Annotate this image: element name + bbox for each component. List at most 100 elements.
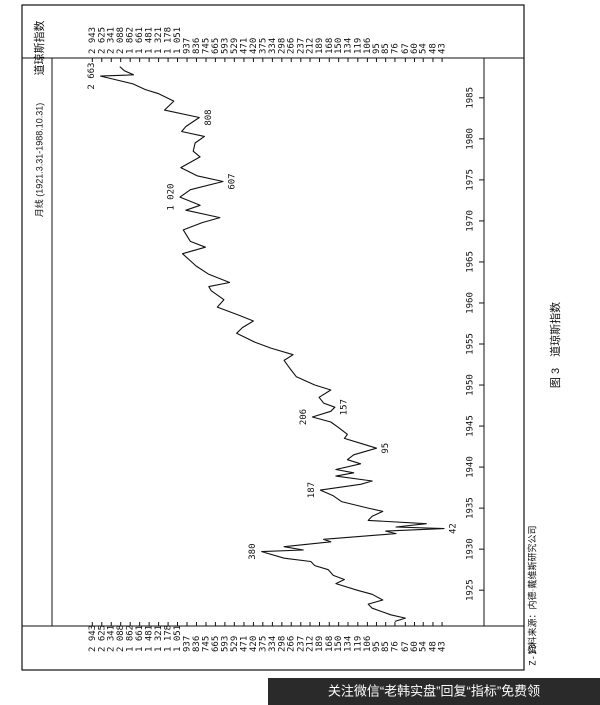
y-tick-label: 76 (390, 43, 400, 54)
y-tick-label: 2 625 (97, 625, 107, 652)
y-tick-label: 375 (258, 636, 268, 652)
y-tick-label: 593 (220, 38, 230, 54)
y-tick-label: 43 (438, 43, 448, 54)
y-tick-label: 60 (410, 641, 420, 652)
y-tick-label: 1 481 (145, 625, 155, 652)
y-tick-label: 375 (258, 38, 268, 54)
y-tick-label: 665 (211, 38, 221, 54)
y-tick-label: 266 (287, 38, 297, 54)
y-tick-label: 266 (287, 636, 297, 652)
y-tick-label: 237 (296, 38, 306, 54)
y-tick-label: 119 (353, 636, 363, 652)
y-tick-label: 134 (343, 636, 353, 652)
y-tick-label: 150 (334, 636, 344, 652)
y-tick-label: 1 178 (164, 625, 174, 652)
y-tick-label: 2 341 (107, 625, 117, 652)
x-tick-label: 1935 (466, 497, 476, 519)
y-tick-label: 2 943 (88, 27, 98, 54)
y-tick-label: 745 (202, 38, 212, 54)
y-tick-label: 1 051 (173, 27, 183, 54)
y-tick-label: 1 862 (126, 27, 136, 54)
y-tick-label: 85 (381, 43, 391, 54)
source-note: 资料来源：内德·戴维斯研究公司 (526, 526, 537, 655)
y-tick-label: 1 178 (164, 27, 174, 54)
x-tick-label: 1950 (466, 374, 476, 396)
x-tick-label: 1985 (466, 87, 476, 109)
x-tick-label: 1965 (466, 251, 476, 273)
y-tick-label: 60 (410, 43, 420, 54)
y-tick-label: 106 (363, 636, 373, 652)
y-tick-label: 836 (192, 636, 202, 652)
y-tick-label: 420 (249, 38, 259, 54)
y-tick-label: 334 (268, 38, 278, 54)
watermark: 关注微信“老韩实盘”回复“指标”免费领 (328, 683, 540, 698)
y-tick-label: 471 (239, 636, 249, 652)
annotation: 607 (227, 173, 237, 189)
y-tick-label: 54 (419, 641, 429, 652)
y-tick-label: 168 (325, 38, 335, 54)
y-tick-label: 2 943 (88, 625, 98, 652)
y-tick-label: 189 (315, 38, 325, 54)
annotation: 2 663 (87, 63, 97, 90)
y-tick-label: 134 (343, 38, 353, 54)
y-tick-label: 48 (428, 43, 438, 54)
y-tick-label: 150 (334, 38, 344, 54)
y-tick-label: 1 661 (135, 625, 145, 652)
y-tick-label: 67 (401, 43, 411, 54)
y-tick-label: 745 (202, 636, 212, 652)
x-tick-label: 1930 (466, 538, 476, 560)
y-tick-label: 2 341 (107, 27, 117, 54)
x-tick-label: 1975 (466, 169, 476, 191)
y-tick-label: 420 (249, 636, 259, 652)
y-tick-label: 95 (372, 43, 382, 54)
annotation: 95 (381, 443, 391, 454)
y-tick-label: 1 051 (173, 625, 183, 652)
x-tick-label: 1955 (466, 333, 476, 355)
figure-caption: 图 3 道琼斯指数 (548, 302, 562, 388)
y-tick-label: 168 (325, 636, 335, 652)
x-tick-label: 1970 (466, 210, 476, 232)
y-tick-label: 937 (183, 38, 193, 54)
frame (21, 4, 525, 671)
y-tick-label: 67 (401, 641, 411, 652)
chart-title: 道琼斯指数 (32, 21, 46, 76)
y-tick-label: 212 (306, 38, 316, 54)
annotation: 42 (449, 523, 459, 534)
annotation: 206 (299, 409, 309, 425)
y-tick-label: 298 (277, 38, 287, 54)
y-tick-label: 76 (390, 641, 400, 652)
y-tick-label: 2 625 (97, 27, 107, 54)
y-tick-label: 2 088 (116, 27, 126, 54)
annotation: 380 (248, 543, 258, 559)
y-tick-label: 189 (315, 636, 325, 652)
y-tick-label: 48 (428, 641, 438, 652)
y-tick-label: 237 (296, 636, 306, 652)
y-tick-label: 119 (353, 38, 363, 54)
y-tick-label: 471 (239, 38, 249, 54)
index-line (100, 66, 445, 622)
y-tick-label: 1 481 (145, 27, 155, 54)
annotation: 808 (204, 109, 214, 125)
annotation: 157 (339, 399, 349, 415)
y-tick-label: 298 (277, 636, 287, 652)
y-tick-label: 106 (363, 38, 373, 54)
y-tick-label: 1 862 (126, 625, 136, 652)
chart-subtitle: 月线 (1921.3.31-1988.10.31) (33, 103, 44, 218)
y-tick-label: 1 321 (154, 625, 164, 652)
y-tick-label: 85 (381, 641, 391, 652)
annotation: 1 020 (166, 184, 176, 211)
x-tick-label: 1960 (466, 292, 476, 314)
watermark-bar (268, 678, 600, 705)
y-tick-label: 212 (306, 636, 316, 652)
x-tick-label: 1945 (466, 415, 476, 437)
annotation: 187 (307, 482, 317, 498)
y-tick-label: 937 (183, 636, 193, 652)
y-tick-label: 334 (268, 636, 278, 652)
y-tick-label: 2 088 (116, 625, 126, 652)
x-tick-label: 1940 (466, 456, 476, 478)
y-tick-label: 665 (211, 636, 221, 652)
y-tick-label: 1 321 (154, 27, 164, 54)
y-tick-label: 43 (438, 641, 448, 652)
y-tick-label: 54 (419, 43, 429, 54)
